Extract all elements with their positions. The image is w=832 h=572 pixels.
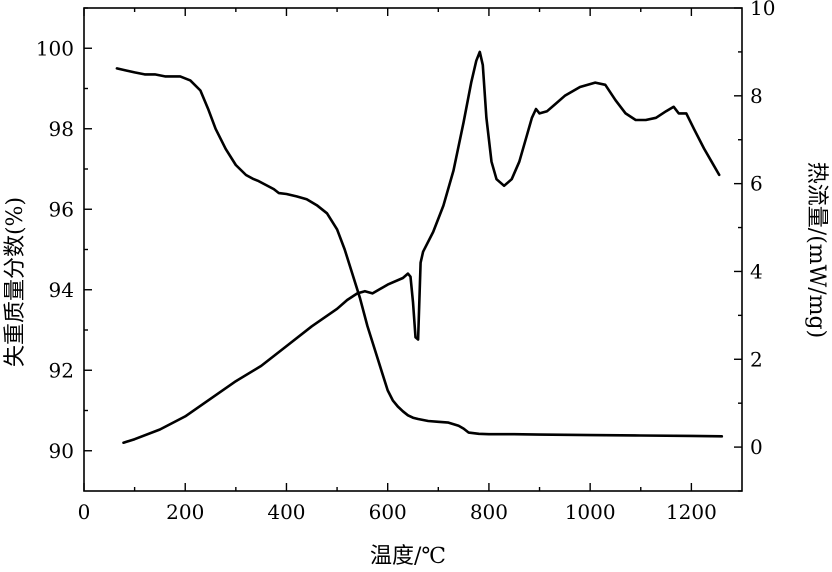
tick-labels-layer: 0 200 400 600 800 1000 12009092949698100024681… <box>36 0 776 524</box>
right-y-tick-label: 2 <box>750 347 763 371</box>
left-y-tick-label: 90 <box>49 439 74 463</box>
x-tick-label: 200 <box>166 500 204 524</box>
right-y-tick-label: 6 <box>750 172 763 196</box>
x-tick-label: 0 <box>78 500 91 524</box>
x-tick-label: 400 <box>267 500 305 524</box>
ticks-layer <box>83 7 742 492</box>
left-y-tick-label: 92 <box>49 358 74 382</box>
right-y-tick-label: 4 <box>750 259 763 283</box>
x-tick-label: 1000 <box>565 500 616 524</box>
left-y-tick-label: 100 <box>36 36 74 60</box>
right-y-tick-label: 0 <box>750 435 763 459</box>
x-tick-label: 600 <box>369 500 407 524</box>
right-y-tick-label: 8 <box>750 84 763 108</box>
mass-loss-curve <box>115 67 724 438</box>
x-tick-label: 800 <box>470 500 508 524</box>
left-y-tick-label: 98 <box>49 117 74 141</box>
left-y-tick-label: 96 <box>49 197 74 221</box>
right-y-tick-label: 10 <box>750 0 775 20</box>
left-y-tick-label: 94 <box>49 278 74 302</box>
heat-flow-curve <box>122 50 721 445</box>
x-axis-label: 温度/℃ <box>370 544 446 569</box>
right-y-axis-label: 热流量/(mW/mg) <box>804 162 829 338</box>
x-tick-label: 1200 <box>666 500 717 524</box>
left-y-axis-label: 失重质量分数(%) <box>3 197 28 367</box>
curves-layer <box>115 50 724 445</box>
